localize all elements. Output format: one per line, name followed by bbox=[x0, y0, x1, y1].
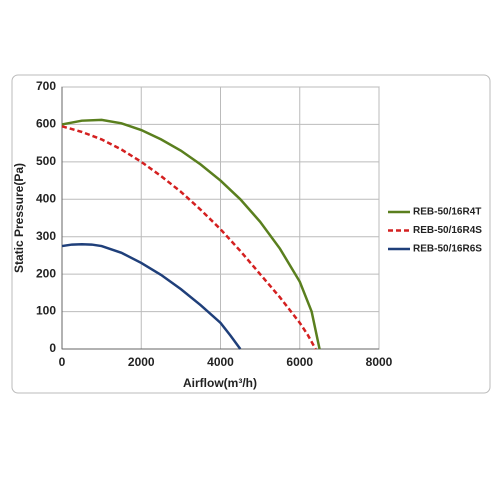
y-tick-label: 200 bbox=[36, 266, 56, 280]
y-tick-label: 700 bbox=[36, 79, 56, 93]
x-tick-label: 8000 bbox=[366, 355, 393, 369]
legend-label: REB-50/16R4S bbox=[413, 225, 482, 236]
x-tick-label: 4000 bbox=[207, 355, 234, 369]
legend-label: REB-50/16R4T bbox=[413, 207, 481, 218]
x-axis-label: Airflow(m³/h) bbox=[183, 376, 257, 390]
x-tick-label: 0 bbox=[59, 355, 66, 369]
x-tick-label: 6000 bbox=[286, 355, 313, 369]
x-tick-label: 2000 bbox=[128, 355, 155, 369]
y-tick-label: 0 bbox=[49, 341, 56, 355]
line-series bbox=[61, 242, 242, 350]
y-tick-label: 600 bbox=[36, 117, 56, 131]
y-axis-label: Static Pressure(Pa) bbox=[12, 163, 26, 273]
y-tick-label: 300 bbox=[36, 229, 56, 243]
line-series bbox=[61, 125, 317, 350]
legend-label: REB-50/16R6S bbox=[413, 244, 482, 255]
line-series bbox=[61, 118, 321, 350]
y-tick-label: 500 bbox=[36, 154, 56, 168]
y-tick-label: 100 bbox=[36, 304, 56, 318]
y-tick-label: 400 bbox=[36, 191, 56, 205]
